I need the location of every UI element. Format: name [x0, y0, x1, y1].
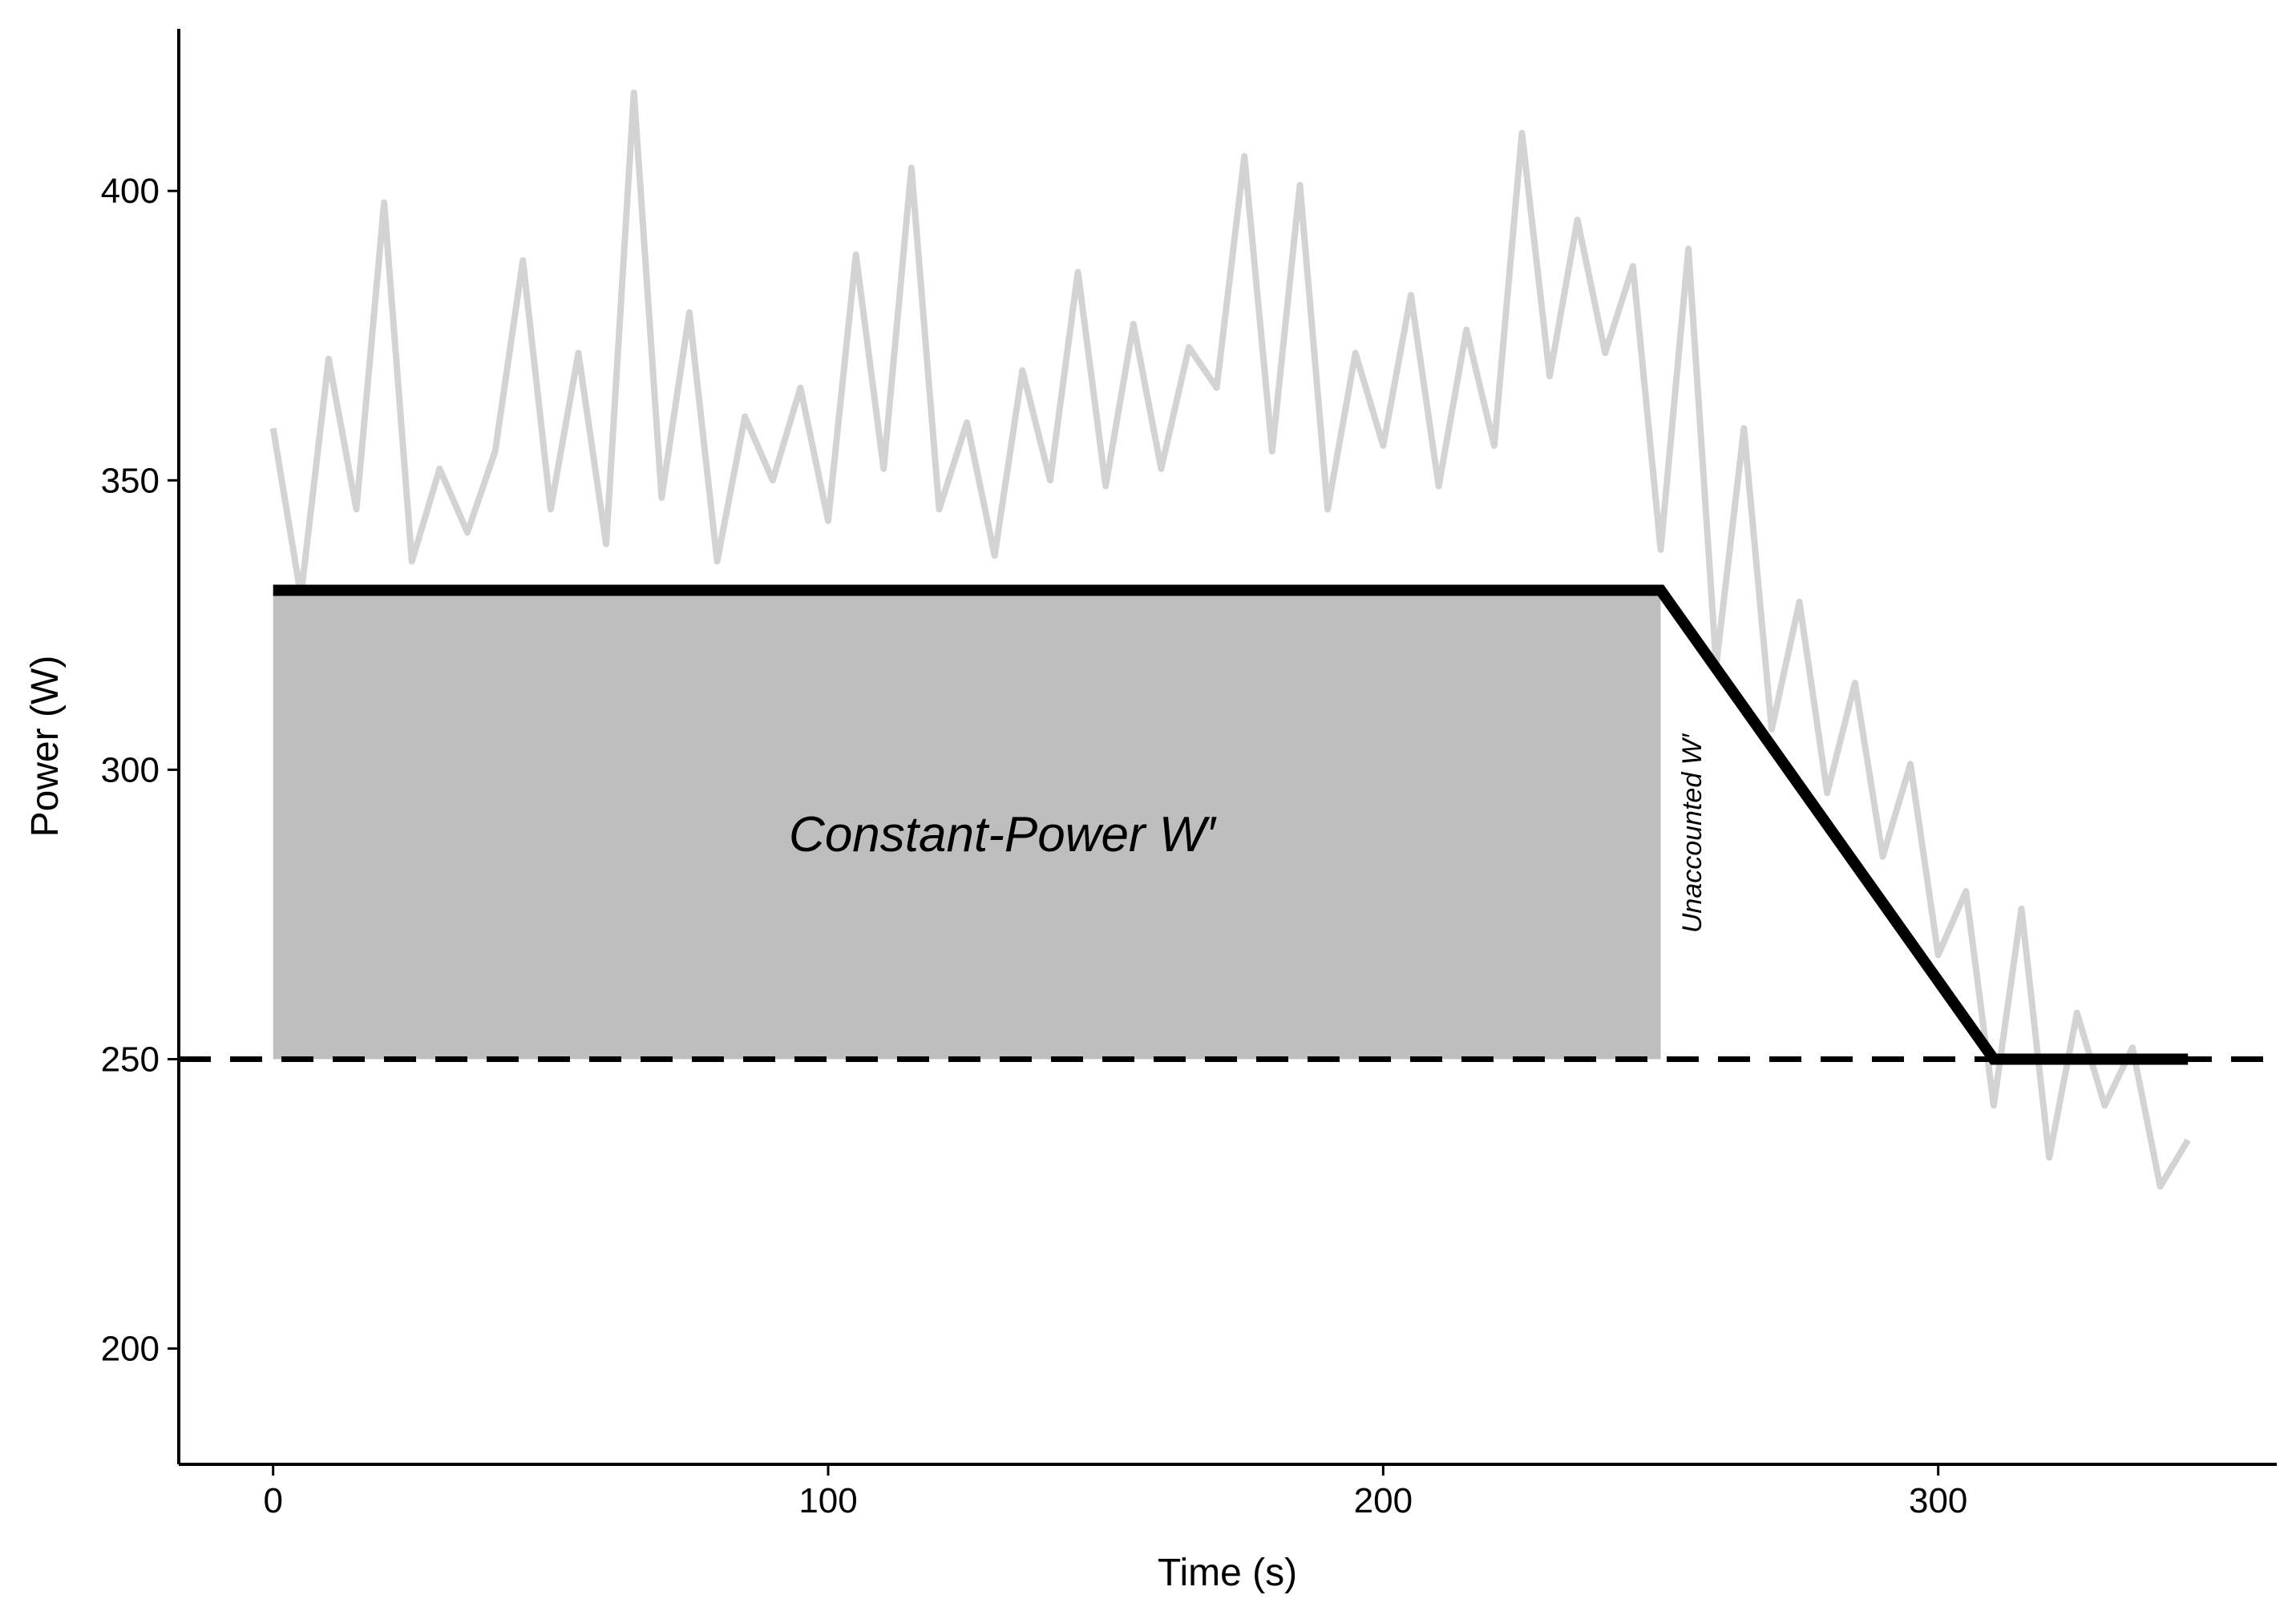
- raw-power-line: [269, 89, 2191, 1190]
- y-tick-label: 400: [101, 172, 160, 211]
- y-axis-title: Power (W): [24, 656, 67, 838]
- y-tick-label: 350: [101, 461, 160, 500]
- x-tick-label: 300: [1909, 1481, 1967, 1520]
- model-line: [273, 584, 2189, 1065]
- annotation: Constant-Power W′: [789, 807, 1217, 862]
- annotation: Unaccounted W′: [1677, 733, 1708, 933]
- x-axis-title: Time (s): [1158, 1552, 1297, 1594]
- x-tick-label: 0: [263, 1481, 282, 1520]
- x-tick-label: 100: [798, 1481, 857, 1520]
- y-tick-label: 300: [101, 750, 160, 789]
- y-tick-label: 250: [101, 1040, 160, 1079]
- x-tick-label: 200: [1354, 1481, 1413, 1520]
- shaded-region: [273, 590, 1661, 1060]
- y-tick-label: 200: [101, 1330, 160, 1369]
